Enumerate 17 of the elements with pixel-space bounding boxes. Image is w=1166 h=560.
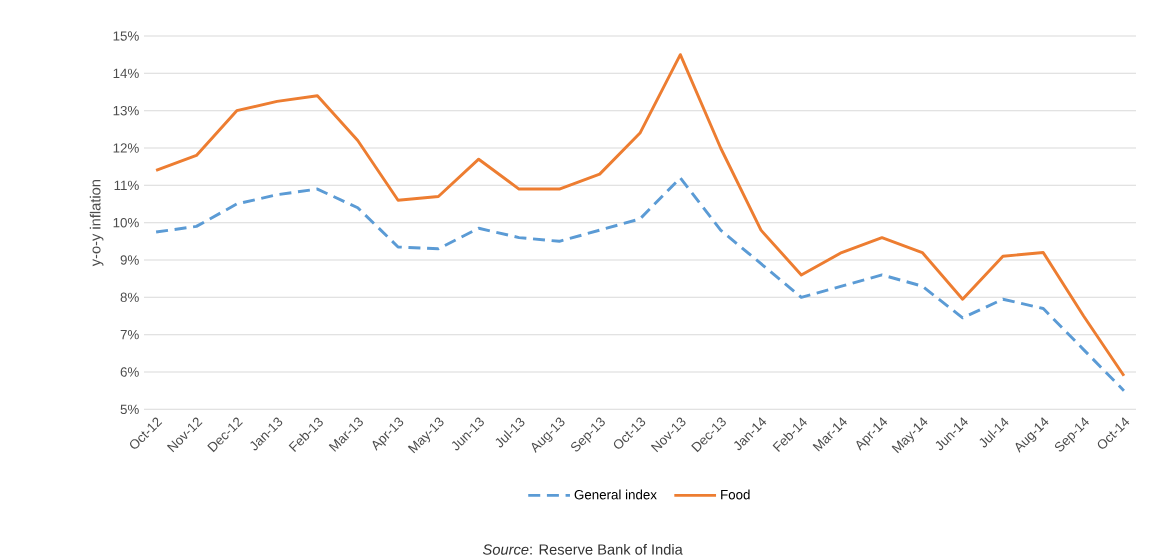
y-tick-label: 14% xyxy=(113,68,139,78)
y-tick-label: 7% xyxy=(120,329,139,340)
line-series xyxy=(154,53,1126,378)
y-tick-label: 15% xyxy=(113,31,139,41)
y-tick-label: 11% xyxy=(114,180,139,190)
legend-label: Food xyxy=(721,489,750,500)
y-tick-label: 12% xyxy=(113,143,139,153)
legend-label: General index xyxy=(574,489,657,500)
y-tick-label: 6% xyxy=(120,367,139,377)
line-series xyxy=(154,176,1126,393)
y-tick-label: 8% xyxy=(120,292,139,303)
y-tick-label: 5% xyxy=(120,404,139,415)
y-tick-label: 13% xyxy=(113,105,139,116)
y-tick-label: 9% xyxy=(120,255,139,265)
y-axis-title: y-o-y inflation xyxy=(89,180,104,267)
text: Source: Reserve Bank of India xyxy=(482,543,683,555)
y-tick-label: 10% xyxy=(113,217,139,228)
